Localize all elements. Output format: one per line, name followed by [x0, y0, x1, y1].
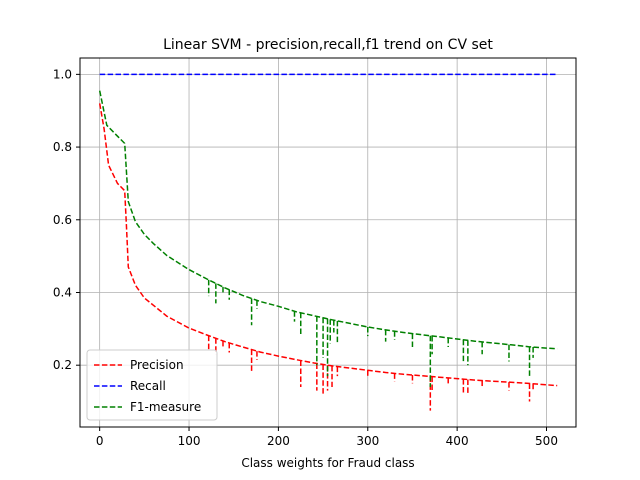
plot-area	[98, 73, 558, 411]
y-tick-label: 0.2	[53, 358, 72, 372]
legend: Precision Recall F1-measure	[86, 349, 218, 421]
legend-box	[86, 349, 218, 421]
y-axis-ticks: 0.2 0.4 0.6 0.8 1.0	[53, 67, 80, 372]
x-tick-label: 300	[356, 434, 379, 448]
chart-title: Linear SVM - precision,recall,f1 trend o…	[163, 37, 493, 53]
axes-frame	[79, 57, 577, 428]
legend-label-precision: Precision	[130, 358, 184, 372]
y-tick-label: 1.0	[53, 67, 72, 81]
legend-label-recall: Recall	[130, 379, 166, 393]
x-tick-label: 100	[178, 434, 201, 448]
y-tick-label: 0.4	[53, 285, 72, 299]
grid-lines	[80, 58, 576, 427]
legend-label-f1-measure: F1-measure	[130, 400, 201, 414]
y-tick-label: 0.8	[53, 140, 72, 154]
x-axis-label: Class weights for Fraud class	[241, 456, 414, 470]
series-line-f1-measure	[98, 90, 558, 350]
y-tick-label: 0.6	[53, 213, 72, 227]
x-tick-label: 200	[267, 434, 290, 448]
x-tick-label: 0	[96, 434, 104, 448]
x-tick-label: 400	[446, 434, 469, 448]
series-line-precision	[98, 103, 558, 387]
x-tick-label: 500	[535, 434, 558, 448]
x-axis-ticks: 0 100 200 300 400 500	[96, 427, 558, 448]
